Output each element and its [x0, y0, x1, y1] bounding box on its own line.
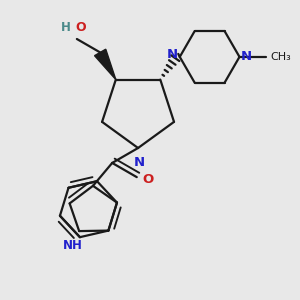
Text: NH: NH	[63, 239, 83, 252]
Text: N: N	[167, 48, 178, 62]
Text: H: H	[61, 21, 71, 34]
Polygon shape	[94, 49, 116, 80]
Text: O: O	[75, 21, 86, 34]
Text: N: N	[241, 50, 252, 63]
Text: O: O	[143, 172, 154, 186]
Text: N: N	[134, 156, 145, 169]
Text: CH₃: CH₃	[270, 52, 291, 62]
